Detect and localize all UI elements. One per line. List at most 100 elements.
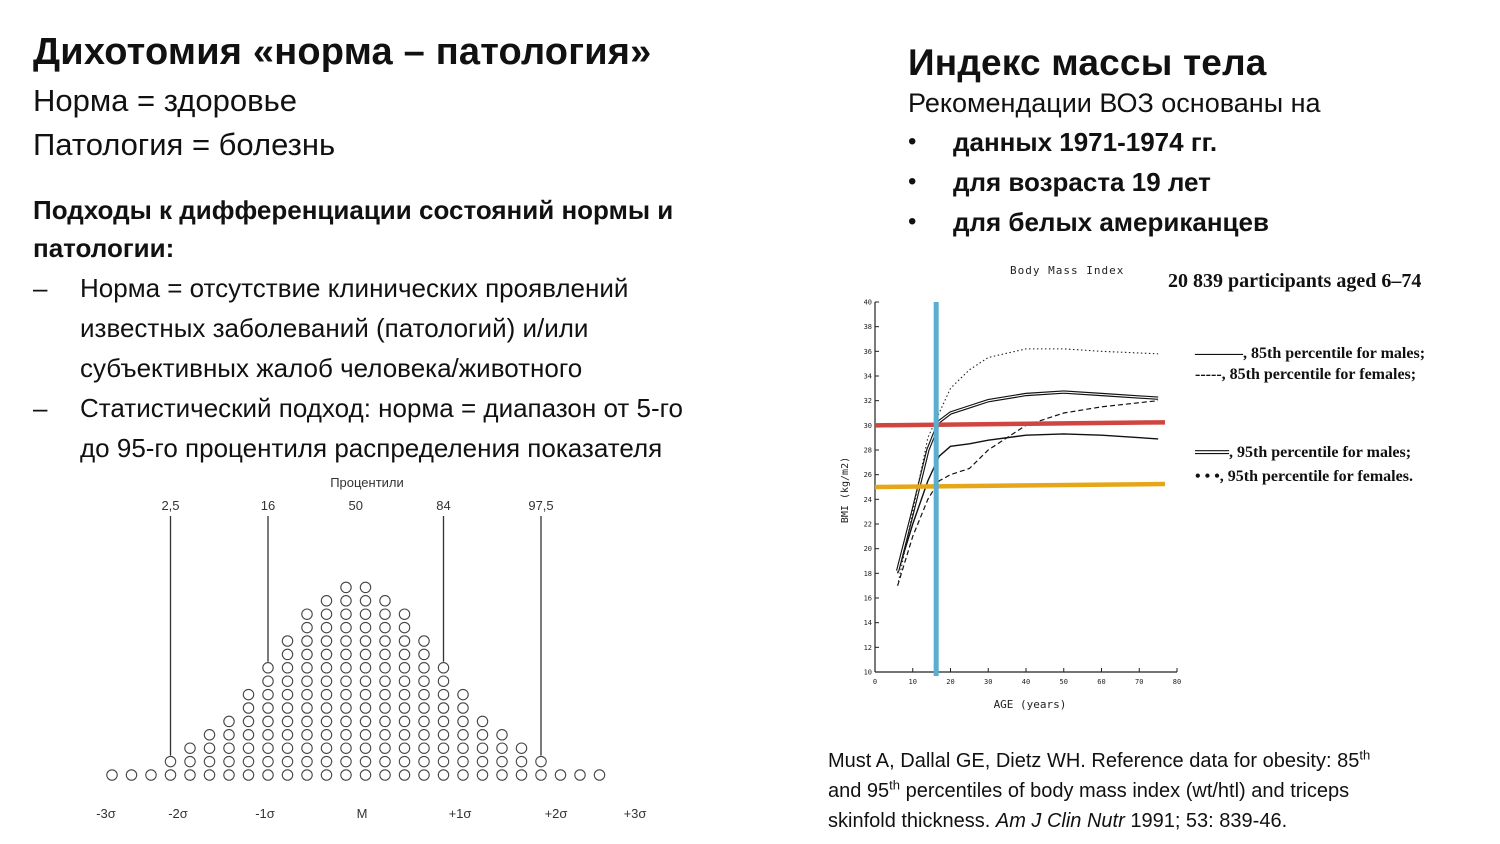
distribution-dot [418, 635, 430, 647]
distribution-dot [340, 635, 352, 647]
distribution-dot [379, 675, 391, 687]
distribution-dot [340, 715, 352, 728]
distribution-dot [496, 729, 508, 741]
x-tick-label: 60 [1097, 678, 1105, 686]
distribution-dot [379, 742, 391, 754]
distribution-dot [379, 688, 391, 701]
bullet-symbol: • [908, 128, 917, 155]
distribution-dot [106, 769, 118, 781]
distribution-dot [301, 648, 313, 661]
distribution-dot [164, 755, 177, 768]
distribution-dot [301, 675, 313, 687]
approach-item-clinical: – Норма = отсутствие клинических проявле… [33, 268, 813, 388]
sigma-label: -1σ [255, 806, 275, 821]
distribution-dot [320, 595, 333, 607]
distribution-dot [301, 688, 313, 701]
distribution-dot [242, 742, 255, 754]
citation-sup: th [889, 777, 901, 793]
distribution-dot [379, 608, 391, 620]
distribution-dot [242, 755, 255, 768]
distribution-dot [203, 729, 216, 741]
x-tick-label: 50 [1060, 678, 1068, 686]
distribution-dot [418, 729, 430, 741]
distribution-dot [242, 729, 255, 741]
distribution-dot [359, 635, 372, 647]
y-tick-label: 38 [864, 323, 872, 331]
distribution-dot [281, 769, 294, 781]
series-85-females-line [897, 400, 1159, 586]
dash-marker: – [33, 273, 48, 303]
distribution-dot [418, 742, 430, 754]
distribution-dot [476, 755, 489, 768]
distribution-dot [496, 742, 508, 754]
distribution-dot [398, 675, 411, 687]
distribution-dot [223, 729, 235, 741]
y-tick-label: 12 [864, 644, 872, 652]
distribution-dot [457, 742, 469, 754]
distribution-dot [320, 755, 333, 768]
distribution-dot [359, 675, 372, 687]
distribution-dot [457, 715, 469, 728]
distribution-dot [359, 769, 372, 781]
citation-line1: Must A, Dallal GE, Dietz WH. Reference d… [828, 750, 1360, 772]
distribution-dot [320, 648, 333, 661]
citation-line2b: percentiles of body mass index (wt/htl) … [900, 780, 1350, 802]
legend-entry: • • •, 95th percentile for females. [1195, 468, 1413, 485]
distribution-dot [223, 755, 235, 768]
distribution-dot [340, 742, 352, 754]
distribution-dot [359, 581, 372, 594]
distribution-dot [281, 742, 294, 754]
distribution-dot [535, 755, 547, 768]
chart-title: Body Mass Index [1010, 264, 1124, 277]
distribution-dot [281, 675, 294, 687]
sigma-label: +3σ [624, 806, 647, 821]
distribution-dot [340, 662, 352, 674]
distribution-dot [418, 675, 430, 687]
distribution-dot [496, 769, 508, 781]
distribution-dot [398, 635, 411, 647]
distribution-dot [379, 755, 391, 768]
distribution-title: Процентили [330, 475, 404, 490]
norm-health-line: Норма = здоровье [33, 83, 297, 118]
distribution-dot [457, 769, 469, 781]
percentile-label: 50 [349, 498, 363, 513]
distribution-dot [457, 702, 469, 714]
distribution-dot [496, 755, 508, 768]
distribution-dot [418, 715, 430, 728]
percentile-label: 2,5 [161, 498, 179, 513]
distribution-dot [184, 755, 196, 768]
distribution-dot [320, 662, 333, 674]
distribution-dot [535, 769, 547, 781]
distribution-dot [574, 769, 586, 781]
y-tick-label: 34 [864, 373, 872, 381]
bullet-symbol: • [908, 208, 917, 235]
journal-name: Am J Clin Nutr [995, 810, 1125, 832]
distribution-dot [476, 715, 489, 728]
distribution-dot [437, 688, 450, 701]
distribution-dot [359, 729, 372, 741]
distribution-dot [437, 715, 450, 728]
distribution-dot [457, 688, 469, 701]
approach-item-statistical: – Статистический подход: норма = диапазо… [33, 388, 813, 468]
distribution-dot [398, 688, 411, 701]
distribution-dot [281, 729, 294, 741]
sigma-label: -3σ [96, 806, 116, 821]
distribution-dot [203, 755, 216, 768]
citation: Must A, Dallal GE, Dietz WH. Reference d… [828, 746, 1488, 836]
percentile-label: 97,5 [528, 498, 553, 513]
left-title: Дихотомия «норма – патология» [33, 31, 652, 73]
sigma-label: +2σ [545, 806, 568, 821]
distribution-dot [379, 702, 391, 714]
chart-annotation: 20 839 participants aged 6–74 [1168, 270, 1421, 292]
distribution-dot [281, 662, 294, 674]
distribution-dot [515, 755, 528, 768]
distribution-dot [418, 702, 430, 714]
percentile-label: 84 [436, 498, 450, 513]
approach-item-line: Статистический подход: норма = диапазон … [80, 393, 683, 423]
dash-marker: – [33, 393, 48, 423]
distribution-dot [593, 769, 606, 781]
distribution-dot [223, 769, 235, 781]
distribution-dot [242, 769, 255, 781]
x-tick-label: 10 [909, 678, 917, 686]
distribution-dot [379, 595, 391, 607]
